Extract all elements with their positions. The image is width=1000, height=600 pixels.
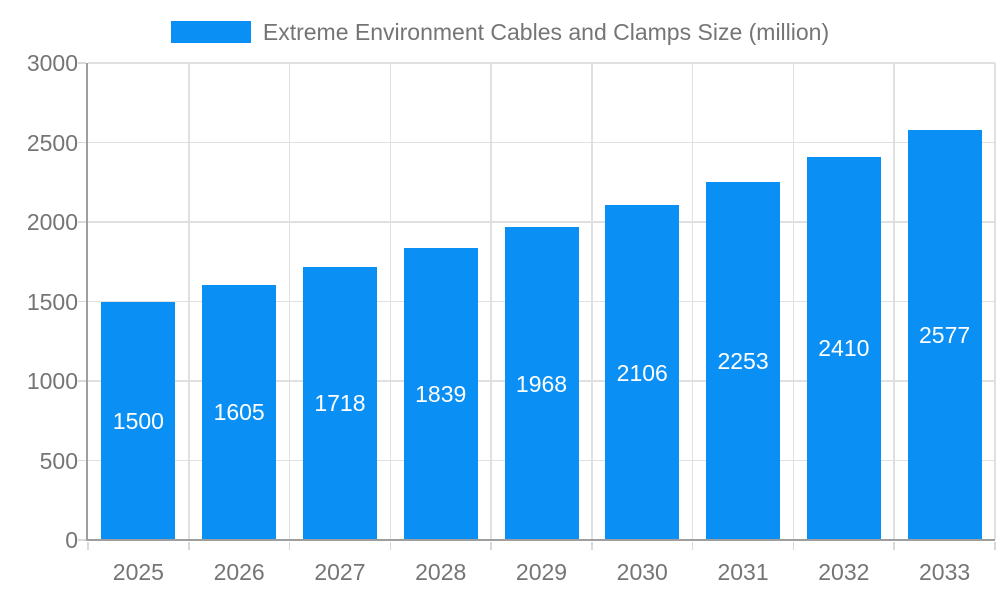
x-axis-tick	[288, 542, 291, 550]
gridline-vertical	[893, 63, 895, 540]
gridline-vertical	[188, 63, 190, 540]
bar-2025[interactable]: 1500	[101, 301, 176, 540]
gridline-horizontal	[88, 62, 995, 64]
bar-2031[interactable]: 2253	[706, 181, 781, 540]
x-axis-label-2027: 2027	[314, 559, 366, 585]
bar-value-label: 2253	[717, 347, 769, 374]
y-axis-tick-label: 1500	[26, 288, 78, 315]
x-axis-label-2026: 2026	[213, 559, 265, 585]
bar-value-label: 1500	[112, 407, 164, 434]
gridline-horizontal	[88, 221, 995, 223]
x-axis-tick	[87, 542, 89, 550]
bar-value-label: 1839	[415, 380, 467, 407]
x-axis-tick	[691, 542, 694, 550]
gridline-vertical	[389, 63, 392, 540]
x-axis-label-2033: 2033	[919, 559, 971, 585]
bar-2033[interactable]: 2577	[907, 130, 982, 540]
x-axis-label-2029: 2029	[515, 559, 568, 585]
legend: Extreme Environment Cables and Clamps Si…	[0, 19, 1000, 45]
legend-swatch[interactable]	[170, 21, 251, 43]
y-axis-tick	[78, 539, 86, 541]
y-axis-line	[86, 63, 88, 540]
gridline-vertical	[490, 63, 492, 540]
y-axis-tick	[78, 141, 86, 144]
gridline-horizontal	[88, 141, 995, 144]
bar-2027[interactable]: 1718	[302, 266, 377, 540]
bar-2028[interactable]: 1839	[403, 247, 478, 540]
bar-value-label: 2577	[919, 322, 971, 349]
x-axis-tick	[591, 542, 593, 550]
x-axis-label-2028: 2028	[415, 559, 467, 585]
y-axis-tick-label: 0	[65, 527, 78, 553]
y-axis-tick-label: 2500	[26, 129, 78, 156]
x-axis-tick	[188, 542, 190, 550]
plot-area: 0 500 1000 1500 2000 2500 3000 1500 2025 1605 2026…	[27, 50, 996, 585]
x-axis-tick	[389, 542, 392, 550]
bar-value-label: 2410	[818, 335, 870, 362]
x-axis-label-2032: 2032	[818, 559, 870, 585]
bar-value-label: 1968	[515, 370, 568, 397]
bar-value-label: 2106	[616, 359, 668, 386]
x-axis-line	[86, 539, 995, 541]
x-axis-tick	[893, 542, 895, 550]
y-axis-tick-label: 1000	[26, 368, 78, 394]
gridline-vertical	[591, 63, 593, 540]
gridline-vertical	[994, 63, 996, 540]
y-axis-tick-label: 2000	[26, 209, 78, 235]
y-axis-tick	[78, 62, 86, 64]
x-axis-tick	[490, 542, 492, 550]
y-axis-tick-label: 500	[39, 447, 78, 474]
x-axis-label-2030: 2030	[616, 559, 668, 585]
bar-2029[interactable]: 1968	[504, 227, 579, 540]
gridline-vertical	[792, 63, 795, 540]
bar-2032[interactable]: 2410	[806, 156, 881, 540]
x-axis-tick	[792, 542, 795, 550]
bar-value-label: 1605	[213, 399, 265, 426]
bar-value-label: 1718	[314, 390, 366, 417]
y-axis-tick	[78, 459, 86, 462]
bar-2026[interactable]: 1605	[202, 284, 277, 540]
x-axis-tick	[994, 542, 996, 550]
bar-2030[interactable]: 2106	[605, 205, 680, 540]
y-axis-tick-label: 3000	[26, 50, 78, 76]
y-axis-tick	[78, 380, 86, 382]
x-axis-label-2025: 2025	[112, 559, 164, 585]
x-axis-label-2031: 2031	[717, 559, 769, 585]
gridline-vertical	[288, 63, 291, 540]
y-axis-tick	[78, 300, 86, 303]
gridline-vertical	[691, 63, 694, 540]
y-axis-tick	[78, 221, 86, 223]
chart-title: Extreme Environment Cables and Clamps Si…	[262, 19, 830, 45]
